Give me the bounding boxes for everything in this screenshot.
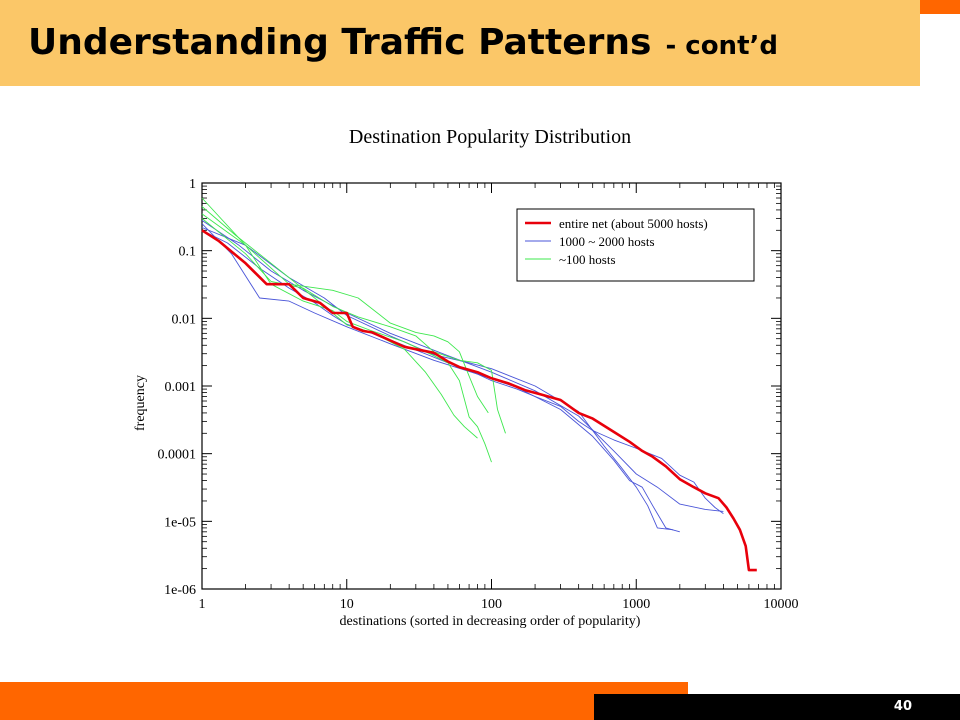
footer-bar: 40 <box>594 694 960 720</box>
slide-title-main: Understanding Traffic Patterns <box>28 22 652 63</box>
y-tick-label: 1 <box>189 177 196 192</box>
x-tick-label: 10 <box>340 597 354 612</box>
title-banner: Understanding Traffic Patterns - cont’d <box>0 0 920 86</box>
bottom-accent-bar <box>0 682 688 720</box>
destination-popularity-chart: Destination Popularity Distribution dest… <box>133 126 799 629</box>
y-tick-label: 1e-06 <box>164 583 196 598</box>
series-line-3 <box>201 227 674 531</box>
series-line-0 <box>201 229 757 572</box>
x-tick-label: 1000 <box>622 597 650 612</box>
legend-entry: 1000 ~ 2000 hosts <box>559 234 655 249</box>
y-tick-label: 0.01 <box>172 312 197 327</box>
y-axis-label: frequency <box>133 375 148 431</box>
plot-area: 1 10 100 1000 10000 1 0.1 0.01 0.001 0.0001 1e-05 1… <box>158 177 799 612</box>
y-tick-label: 0.1 <box>179 245 197 260</box>
series-line-6 <box>201 206 478 439</box>
x-tick-label: 100 <box>481 597 502 612</box>
series-line-1 <box>201 229 724 514</box>
x-tick-label: 1 <box>199 597 206 612</box>
slide-title-suffix: - cont’d <box>665 31 778 61</box>
slide-title: Understanding Traffic Patterns - cont’d <box>28 22 778 63</box>
series-line-8 <box>201 218 506 434</box>
x-tick-label: 10000 <box>764 597 799 612</box>
series-line-4 <box>201 220 724 512</box>
legend-box <box>516 208 755 282</box>
y-tick-label: 1e-05 <box>164 515 196 530</box>
legend-entry: ~100 hosts <box>559 252 616 267</box>
x-axis-label: destinations (sorted in decreasing order… <box>340 614 641 629</box>
y-tick-label: 0.0001 <box>158 448 197 463</box>
chart-container: Destination Popularity Distribution dest… <box>120 115 820 635</box>
legend-entry: entire net (about 5000 hosts) <box>559 216 708 231</box>
y-tick-label: 0.001 <box>165 380 197 395</box>
series-line-5 <box>201 197 492 463</box>
page-number: 40 <box>893 699 912 714</box>
chart-title: Destination Popularity Distribution <box>349 126 631 148</box>
